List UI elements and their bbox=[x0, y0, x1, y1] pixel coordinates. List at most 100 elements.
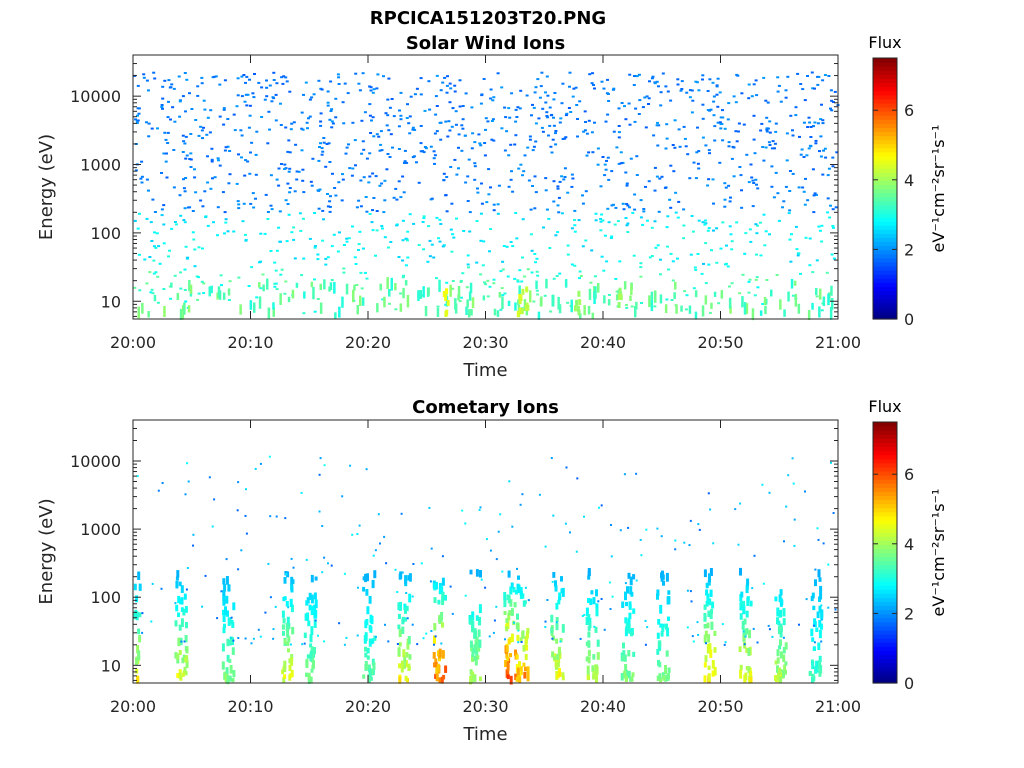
heatmap-cell bbox=[305, 659, 309, 668]
heatmap-cell bbox=[368, 668, 372, 677]
heatmap-cell bbox=[218, 164, 222, 167]
heatmap-cell bbox=[770, 185, 774, 188]
heatmap-cell bbox=[206, 116, 210, 119]
heatmap-cell bbox=[368, 85, 372, 88]
heatmap-cell bbox=[357, 82, 361, 85]
heatmap-cell bbox=[784, 96, 788, 99]
heatmap-cell bbox=[181, 308, 185, 320]
heatmap-cell bbox=[419, 142, 423, 145]
heatmap-cell bbox=[232, 639, 235, 642]
heatmap-cell bbox=[634, 107, 638, 110]
heatmap-cell bbox=[779, 629, 783, 638]
heatmap-cell bbox=[142, 76, 146, 79]
heatmap-cell bbox=[287, 623, 291, 630]
heatmap-cell bbox=[745, 628, 749, 635]
heatmap-cell bbox=[690, 89, 694, 92]
heatmap-cell bbox=[424, 147, 428, 150]
heatmap-cell bbox=[408, 213, 412, 216]
heatmap-cell bbox=[816, 122, 820, 125]
heatmap-cell bbox=[718, 161, 722, 164]
heatmap-cell bbox=[318, 473, 321, 476]
heatmap-cell bbox=[152, 259, 156, 262]
heatmap-cell bbox=[630, 305, 634, 308]
heatmap-cell bbox=[764, 305, 767, 315]
heatmap-cell bbox=[743, 641, 747, 649]
heatmap-cell bbox=[565, 466, 568, 469]
heatmap-cell bbox=[326, 205, 330, 208]
heatmap-cell bbox=[496, 72, 500, 75]
heatmap-cell bbox=[395, 198, 399, 201]
heatmap-cell bbox=[435, 673, 439, 682]
heatmap-cell bbox=[223, 584, 227, 592]
heatmap-cell bbox=[771, 140, 775, 143]
heatmap-cell bbox=[628, 123, 632, 126]
heatmap-cell bbox=[434, 113, 438, 116]
heatmap-cell bbox=[632, 254, 636, 257]
heatmap-cell bbox=[453, 84, 457, 87]
heatmap-cell bbox=[805, 154, 809, 157]
heatmap-cell bbox=[558, 304, 562, 314]
heatmap-cell bbox=[229, 636, 232, 639]
heatmap-cell bbox=[326, 256, 330, 259]
heatmap-cell bbox=[460, 149, 464, 152]
heatmap-cell bbox=[632, 651, 636, 657]
heatmap-cell bbox=[819, 585, 823, 592]
heatmap-cell bbox=[587, 641, 591, 648]
heatmap-cell bbox=[518, 107, 522, 110]
heatmap-cell bbox=[434, 581, 438, 590]
heatmap-cell bbox=[135, 121, 139, 124]
heatmap-cell bbox=[594, 626, 598, 633]
heatmap-cell bbox=[570, 227, 574, 230]
heatmap-cell bbox=[625, 306, 629, 309]
heatmap-cell bbox=[182, 187, 186, 190]
heatmap-cell bbox=[136, 645, 140, 654]
heatmap-cell bbox=[615, 146, 619, 149]
heatmap-cell bbox=[817, 642, 821, 650]
heatmap-cell bbox=[291, 289, 295, 299]
heatmap-cell bbox=[147, 122, 151, 125]
heatmap-cell bbox=[558, 668, 561, 673]
heatmap-cell bbox=[307, 620, 311, 627]
heatmap-cell bbox=[777, 84, 781, 87]
heatmap-cell bbox=[794, 294, 798, 307]
heatmap-cell bbox=[183, 207, 187, 210]
heatmap-cell bbox=[683, 541, 686, 544]
heatmap-cell bbox=[741, 620, 745, 630]
heatmap-cell bbox=[370, 119, 373, 122]
heatmap-cell bbox=[673, 292, 676, 299]
heatmap-cell bbox=[764, 99, 768, 102]
heatmap-cell bbox=[212, 75, 216, 78]
heatmap-cell bbox=[220, 590, 223, 593]
heatmap-cell bbox=[280, 268, 284, 271]
x-axis-title: Time bbox=[462, 360, 507, 381]
colorbar-band bbox=[873, 601, 897, 607]
heatmap-cell bbox=[330, 279, 334, 281]
colorbar-band bbox=[873, 458, 897, 464]
heatmap-cell bbox=[163, 306, 166, 318]
heatmap-cell bbox=[825, 271, 829, 274]
heatmap-cell bbox=[813, 87, 816, 90]
figure-title: RPCICA151203T20.PNG bbox=[369, 8, 607, 29]
heatmap-cell bbox=[829, 306, 833, 320]
heatmap-cell bbox=[157, 245, 161, 248]
heatmap-cell bbox=[135, 668, 139, 674]
heatmap-cell bbox=[328, 161, 332, 163]
heatmap-cell bbox=[808, 121, 812, 124]
colorbar-band bbox=[873, 78, 897, 84]
heatmap-cell bbox=[542, 226, 545, 229]
heatmap-cell bbox=[286, 150, 290, 153]
heatmap-cell bbox=[788, 209, 792, 212]
heatmap-cell bbox=[830, 99, 834, 102]
heatmap-cell bbox=[759, 254, 763, 257]
heatmap-cell bbox=[721, 139, 725, 142]
heatmap-cell bbox=[598, 506, 600, 509]
heatmap-cell bbox=[250, 642, 253, 645]
heatmap-cell bbox=[806, 199, 810, 202]
heatmap-cell bbox=[667, 596, 671, 605]
colorbar-band bbox=[873, 66, 897, 71]
heatmap-cell bbox=[666, 245, 669, 248]
heatmap-cell bbox=[522, 662, 526, 667]
colorbar-band bbox=[873, 568, 897, 574]
heatmap-cell bbox=[196, 298, 200, 301]
colorbar-band bbox=[873, 540, 897, 545]
